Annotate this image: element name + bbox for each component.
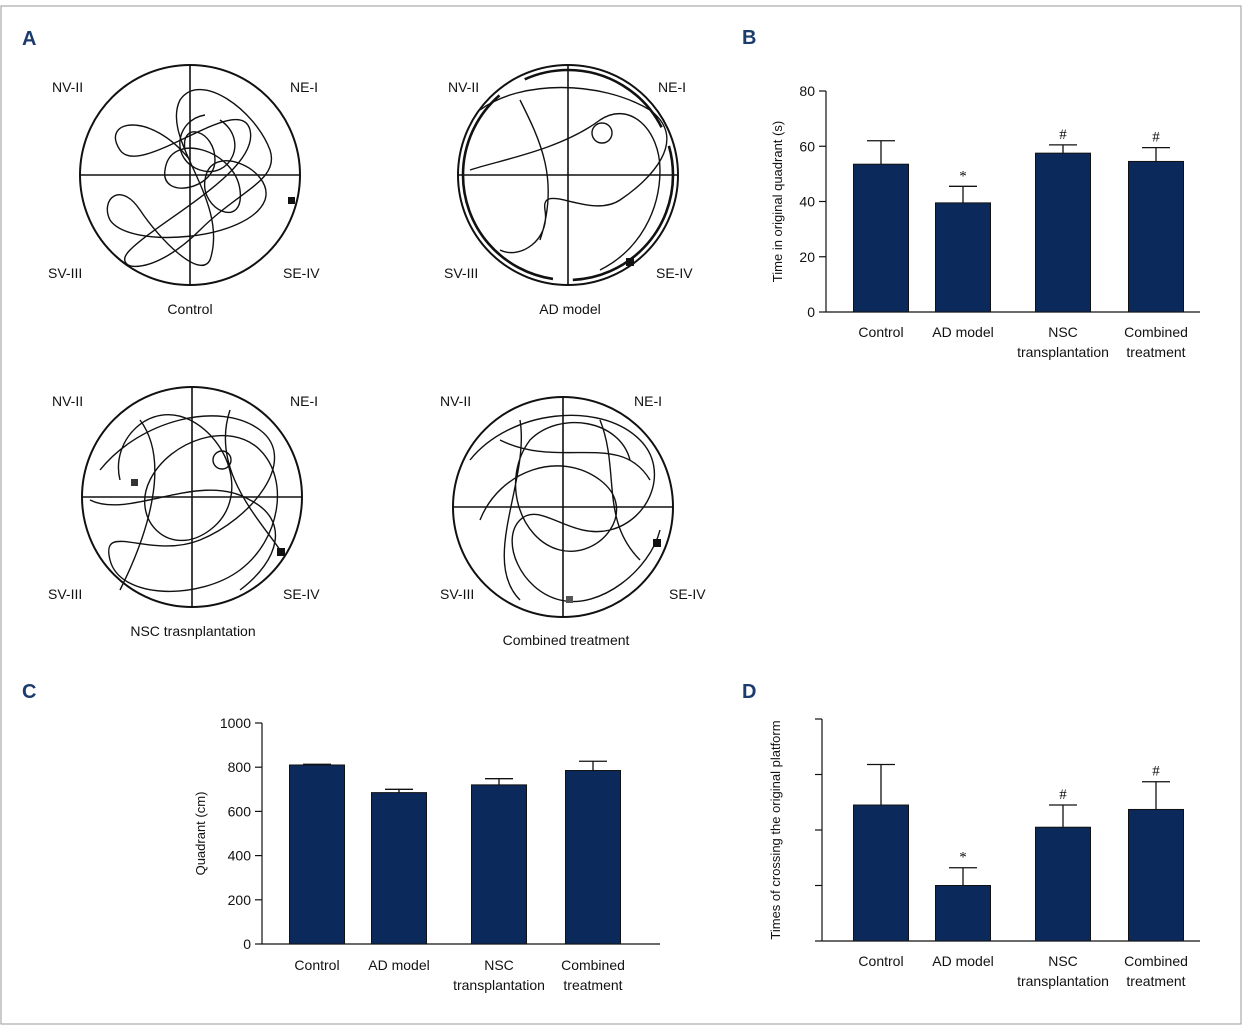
- significance-marker: *: [959, 168, 967, 184]
- bar-combined-treatment: [565, 770, 621, 945]
- x-tick-label: treatment: [1126, 344, 1185, 360]
- y-tick-label: 200: [228, 892, 252, 908]
- x-tick-label: treatment: [1126, 973, 1185, 989]
- y-axis-title: Time in original quadrant (s): [770, 121, 785, 282]
- quadrant-label-se: SE-IV: [656, 265, 693, 281]
- x-tick-label: treatment: [563, 977, 622, 993]
- y-tick-label: 600: [228, 803, 252, 819]
- swim-path-loop: [179, 114, 236, 173]
- swim-path-loop: [591, 122, 613, 144]
- x-tick-label: transplantation: [1017, 344, 1109, 360]
- bar-combined-treatment: [1128, 160, 1184, 313]
- panel-b-letter: B: [742, 27, 756, 49]
- y-axis-title: Times of crossing the original platform: [768, 720, 783, 939]
- x-tick-label: transplantation: [1017, 973, 1109, 989]
- quadrant-label-nw: NV-II: [448, 79, 479, 95]
- x-tick-label: NSC: [1048, 953, 1078, 969]
- maze-control: NV-II NE-I SV-III SE-IV Control: [48, 64, 320, 317]
- swim-path: [89, 409, 281, 592]
- swim-path-thigmotaxis: [461, 68, 675, 282]
- maze-combined-treatment: NV-II NE-I SV-III SE-IV Combined treatme…: [440, 393, 706, 648]
- quadrant-label-se: SE-IV: [283, 586, 320, 602]
- bar-nsc-transplantation: [1035, 826, 1091, 942]
- x-tick-label: Control: [858, 324, 903, 340]
- y-tick-label: 60: [799, 138, 815, 154]
- y-tick-label: 1000: [220, 715, 251, 731]
- start-marker: [566, 596, 573, 603]
- quadrant-label-sw: SV-III: [48, 586, 82, 602]
- x-tick-label: AD model: [932, 324, 993, 340]
- bar-nsc-transplantation: [471, 784, 527, 945]
- x-tick-label: Combined: [561, 957, 625, 973]
- maze-title: Control: [167, 301, 212, 317]
- x-tick-label: Combined: [1124, 953, 1188, 969]
- maze-nsc-transplantation: NV-II NE-I SV-III SE-IV NSC trasnplantat…: [48, 386, 320, 639]
- bar-nsc-transplantation: [1035, 152, 1091, 313]
- quadrant-label-ne: NE-I: [634, 393, 662, 409]
- platform-marker: [288, 197, 295, 204]
- swim-path: [469, 86, 668, 271]
- quadrant-label-nw: NV-II: [52, 393, 83, 409]
- x-tick-label: NSC: [1048, 324, 1078, 340]
- maze-title: Combined treatment: [503, 632, 630, 648]
- maze-title: NSC trasnplantation: [130, 623, 255, 639]
- bar-ad-model: [935, 885, 991, 942]
- quadrant-label-nw: NV-II: [440, 393, 471, 409]
- y-tick-label: 400: [228, 848, 252, 864]
- quadrant-label-sw: SV-III: [444, 265, 478, 281]
- y-axis-title: Quadrant (cm): [193, 792, 208, 876]
- panel-d-letter: D: [742, 681, 756, 703]
- bar-control: [289, 764, 345, 945]
- x-tick-label: Control: [858, 953, 903, 969]
- quadrant-label-ne: NE-I: [290, 79, 318, 95]
- y-tick-label: 20: [799, 249, 815, 265]
- significance-marker: #: [1059, 127, 1067, 143]
- y-tick-label: 80: [799, 83, 815, 99]
- panel-c-bar-chart: 0 200 400 600 800 1000 Quadrant (cm) Control AD …: [193, 715, 660, 993]
- y-tick-label: 40: [799, 194, 815, 210]
- panel-b-bar-chart: 0 20 40 60 80 Time in original quadrant (s) Co…: [770, 83, 1200, 360]
- swim-path: [469, 414, 661, 603]
- quadrant-label-ne: NE-I: [658, 79, 686, 95]
- bar-ad-model: [935, 202, 991, 313]
- quadrant-label-nw: NV-II: [52, 79, 83, 95]
- quadrant-label-sw: SV-III: [48, 265, 82, 281]
- platform-marker: [277, 548, 285, 556]
- swim-path: [106, 88, 273, 267]
- bar-control: [853, 163, 909, 313]
- y-tick-label: 0: [243, 936, 251, 952]
- panel-a-letter: A: [22, 28, 36, 50]
- swim-path-loop: [212, 450, 232, 470]
- quadrant-label-se: SE-IV: [669, 586, 706, 602]
- x-tick-label: AD model: [932, 953, 993, 969]
- y-tick-label: 800: [228, 759, 252, 775]
- quadrant-label-ne: NE-I: [290, 393, 318, 409]
- x-tick-label: transplantation: [453, 977, 545, 993]
- y-tick-label: 0: [807, 304, 815, 320]
- x-tick-label: AD model: [368, 957, 429, 973]
- quadrant-label-sw: SV-III: [440, 586, 474, 602]
- significance-marker: #: [1152, 764, 1160, 780]
- maze-title: AD model: [539, 301, 600, 317]
- x-tick-label: NSC: [484, 957, 514, 973]
- x-tick-label: Combined: [1124, 324, 1188, 340]
- platform-marker: [653, 539, 661, 547]
- start-marker: [131, 479, 138, 486]
- x-tick-label: Control: [294, 957, 339, 973]
- platform-marker: [626, 258, 634, 266]
- quadrant-label-se: SE-IV: [283, 265, 320, 281]
- significance-marker: *: [959, 850, 967, 866]
- bar-combined-treatment: [1128, 808, 1184, 942]
- bar-control: [853, 804, 909, 942]
- significance-marker: #: [1059, 787, 1067, 803]
- bar-ad-model: [371, 792, 427, 945]
- significance-marker: #: [1152, 130, 1160, 146]
- panel-a-swim-paths: NV-II NE-I SV-III SE-IV Control NV-II NE…: [48, 64, 706, 648]
- maze-ad-model: NV-II NE-I SV-III SE-IV AD model: [444, 64, 693, 317]
- panel-d-bar-chart: Times of crossing the original platform C…: [768, 718, 1200, 989]
- panel-c-letter: C: [22, 681, 36, 703]
